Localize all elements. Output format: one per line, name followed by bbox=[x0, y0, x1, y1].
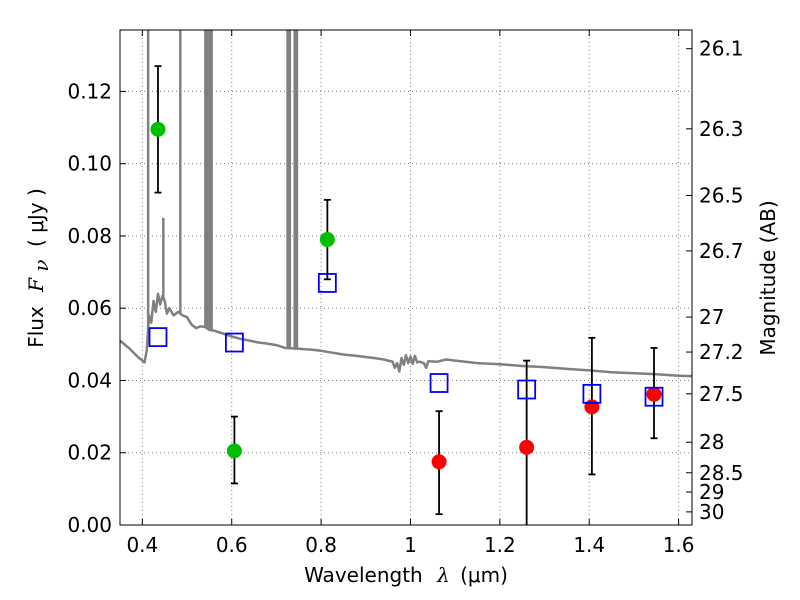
x-tick-label: 0.8 bbox=[305, 533, 337, 557]
y2-tick-label: 27.2 bbox=[699, 340, 744, 364]
y2-tick-label: 27.5 bbox=[699, 382, 744, 406]
model-point bbox=[582, 383, 602, 404]
data-point bbox=[519, 439, 535, 455]
y-axis-label: Flux F ν ( μJy ) bbox=[24, 188, 53, 348]
data-markers bbox=[148, 121, 664, 470]
y2-tick-label: 27 bbox=[699, 305, 724, 329]
y-axis-label-unit: ( μJy ) bbox=[24, 188, 48, 247]
y2-axis-label: Magnitude (AB) bbox=[756, 200, 780, 355]
model-point bbox=[224, 332, 244, 353]
y-tick-label: 0.10 bbox=[67, 152, 112, 176]
data-point bbox=[319, 232, 335, 248]
y2-tick-label: 30 bbox=[699, 500, 724, 524]
y-axis-label-text: Flux bbox=[24, 306, 48, 348]
x-axis-label: Wavelength λ (μm) bbox=[304, 563, 508, 587]
y2-tick-label: 26.3 bbox=[699, 117, 744, 141]
y-axis-label-subscript: ν bbox=[29, 259, 53, 271]
data-point bbox=[150, 121, 166, 137]
y-axis-label-symbol: F bbox=[24, 277, 48, 293]
y2-tick-label: 26.7 bbox=[699, 239, 744, 263]
x-tick-label: 1.6 bbox=[663, 533, 695, 557]
plot-frame bbox=[119, 29, 693, 526]
y-tick-label: 0.12 bbox=[67, 79, 112, 103]
x-axis-label-symbol: λ bbox=[436, 563, 450, 587]
ticks: 0.4 0.6 0.8 1 1.2 1.4 1.6 0.00 0.02 0.04 0.06 0.08 0… bbox=[67, 30, 744, 557]
y-tick-label: 0.00 bbox=[67, 513, 112, 537]
y-tick-label: 0.04 bbox=[67, 368, 112, 392]
model-point bbox=[148, 327, 168, 348]
model-point bbox=[429, 373, 449, 393]
data-point bbox=[431, 454, 447, 470]
y-tick-label: 0.08 bbox=[67, 224, 112, 248]
x-tick-label: 1 bbox=[404, 533, 417, 557]
y-tick-label: 0.06 bbox=[67, 296, 112, 320]
x-tick-label: 1.2 bbox=[484, 533, 516, 557]
y2-tick-label: 29 bbox=[699, 480, 724, 504]
y2-tick-label: 28.5 bbox=[699, 461, 744, 485]
y2-tick-label: 26.1 bbox=[699, 37, 744, 61]
spectrum-line bbox=[119, 292, 693, 378]
data-point bbox=[646, 386, 662, 402]
y2-tick-label: 26.5 bbox=[699, 183, 744, 207]
data-point bbox=[226, 443, 242, 459]
x-axis-label-text: Wavelength bbox=[304, 563, 423, 587]
y2-tick-label: 28 bbox=[699, 430, 724, 454]
model-point bbox=[517, 379, 537, 400]
x-axis-label-unit: (μm) bbox=[460, 563, 508, 587]
y-tick-label: 0.02 bbox=[67, 441, 112, 465]
data-point bbox=[584, 399, 600, 415]
model-point bbox=[644, 386, 664, 407]
model-spectrum bbox=[119, 30, 693, 378]
x-tick-label: 0.4 bbox=[126, 533, 158, 557]
x-tick-label: 1.4 bbox=[573, 533, 605, 557]
model-point bbox=[317, 273, 337, 293]
x-tick-label: 0.6 bbox=[216, 533, 248, 557]
